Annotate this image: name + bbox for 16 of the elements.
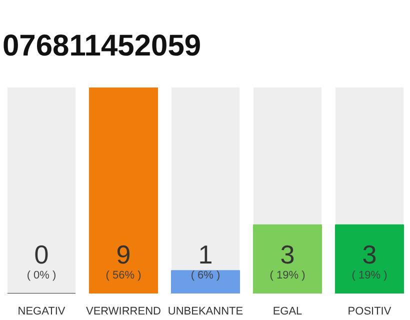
x-tick-label: POSITIV — [348, 306, 392, 318]
chart-title: 076811452059 — [2, 30, 202, 62]
annotation: ( 19% ) — [352, 270, 388, 282]
data-label: 3 — [362, 240, 377, 270]
data-label: 0 — [34, 240, 49, 270]
x-tick-label: VERWIRREND — [86, 306, 162, 318]
data-label: 1 — [198, 240, 213, 270]
annotation: ( 56% ) — [106, 270, 142, 282]
data-label: 3 — [280, 240, 295, 270]
annotation: ( 19% ) — [270, 270, 306, 282]
annotation: ( 6% ) — [190, 270, 220, 282]
x-tick-label: EGAL — [272, 306, 302, 318]
x-tick-label: UNBEKANNTE — [168, 306, 244, 318]
x-tick-label: NEGATIV — [18, 306, 66, 318]
data-label: 9 — [116, 240, 131, 270]
annotation: ( 0% ) — [26, 270, 56, 282]
